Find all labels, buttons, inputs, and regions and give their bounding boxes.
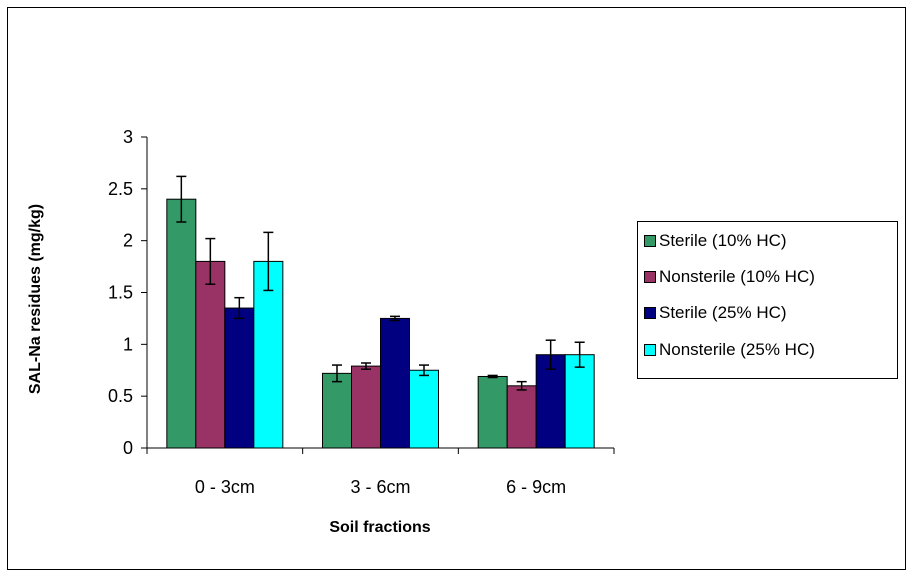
legend-label: Nonsterile (10% HC) <box>659 267 815 286</box>
y-tick-label: 0.5 <box>108 386 133 406</box>
legend-swatch <box>644 271 656 283</box>
x-tick-labels: 0 - 3cm 3 - 6cm 6 - 9cm <box>195 477 566 497</box>
y-tick-labels: 0 0.5 1 1.5 2 2.5 3 <box>108 127 133 458</box>
legend-item: Sterile (10% HC) <box>644 229 787 253</box>
legend-item: Nonsterile (25% HC) <box>644 338 815 362</box>
bar <box>166 198 197 449</box>
bar <box>564 354 595 449</box>
bar <box>380 317 410 449</box>
chart-legend: Sterile (10% HC) Nonsterile (10% HC) Ste… <box>637 221 898 379</box>
chart-bars <box>166 198 595 449</box>
x-tick-label: 0 - 3cm <box>195 477 255 497</box>
legend-swatch <box>644 344 656 356</box>
chart-error-bars <box>176 175 585 391</box>
y-tick-label: 0 <box>123 438 133 458</box>
bar <box>535 354 566 449</box>
legend-swatch <box>644 307 656 319</box>
y-tick-label: 3 <box>123 127 133 147</box>
y-tick-label: 2.5 <box>108 179 133 199</box>
y-tick-label: 1.5 <box>108 283 133 303</box>
legend-swatch <box>644 235 656 247</box>
bar <box>506 385 537 449</box>
x-tick-label: 3 - 6cm <box>350 477 410 497</box>
bar <box>195 260 226 449</box>
bar <box>224 307 255 449</box>
bar <box>322 372 352 449</box>
legend-label: Sterile (10% HC) <box>659 231 787 250</box>
bar <box>351 365 381 449</box>
x-tick-label: 6 - 9cm <box>506 477 566 497</box>
y-tick-label: 2 <box>123 231 133 251</box>
bar <box>477 375 508 449</box>
legend-label: Nonsterile (25% HC) <box>659 340 815 359</box>
legend-item: Sterile (25% HC) <box>644 301 787 325</box>
bar <box>409 369 439 449</box>
y-tick-label: 1 <box>123 334 133 354</box>
x-axis-title: Soil fractions <box>329 519 430 536</box>
y-axis-title: SAL-Na residues (mg/kg) <box>27 204 44 394</box>
legend-item: Nonsterile (10% HC) <box>644 265 815 289</box>
legend-label: Sterile (25% HC) <box>659 303 787 322</box>
